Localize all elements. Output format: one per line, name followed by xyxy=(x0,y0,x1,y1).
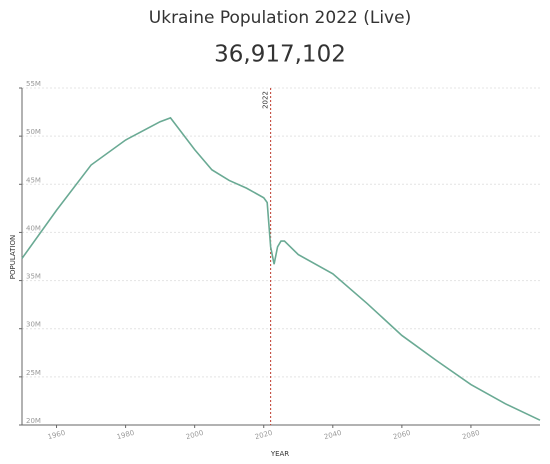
y-tick-label: 50M xyxy=(26,128,41,136)
year-marker-label: 2022 xyxy=(262,91,270,109)
y-tick-label: 20M xyxy=(26,417,41,425)
y-tick-label: 30M xyxy=(26,321,41,329)
x-tick-label: 2040 xyxy=(323,429,342,441)
x-tick-label: 2080 xyxy=(461,429,480,441)
x-tick-label: 2000 xyxy=(185,429,204,441)
live-count: 36,917,102 xyxy=(214,42,346,68)
chart-title: Ukraine Population 2022 (Live) xyxy=(149,8,411,28)
x-tick-label: 2020 xyxy=(254,429,273,441)
population-line xyxy=(21,116,541,421)
y-axis-label: POPULATION xyxy=(9,235,17,279)
x-axis-label: YEAR xyxy=(270,450,289,458)
y-tick-label: 25M xyxy=(26,369,41,377)
y-tick-label: 45M xyxy=(26,176,41,184)
x-tick-label: 2060 xyxy=(392,429,411,441)
y-tick-label: 35M xyxy=(26,273,41,281)
x-tick-label: 1980 xyxy=(116,429,135,441)
x-tick-label: 1960 xyxy=(47,429,66,441)
y-tick-label: 55M xyxy=(26,80,41,88)
y-tick-label: 40M xyxy=(26,224,41,232)
